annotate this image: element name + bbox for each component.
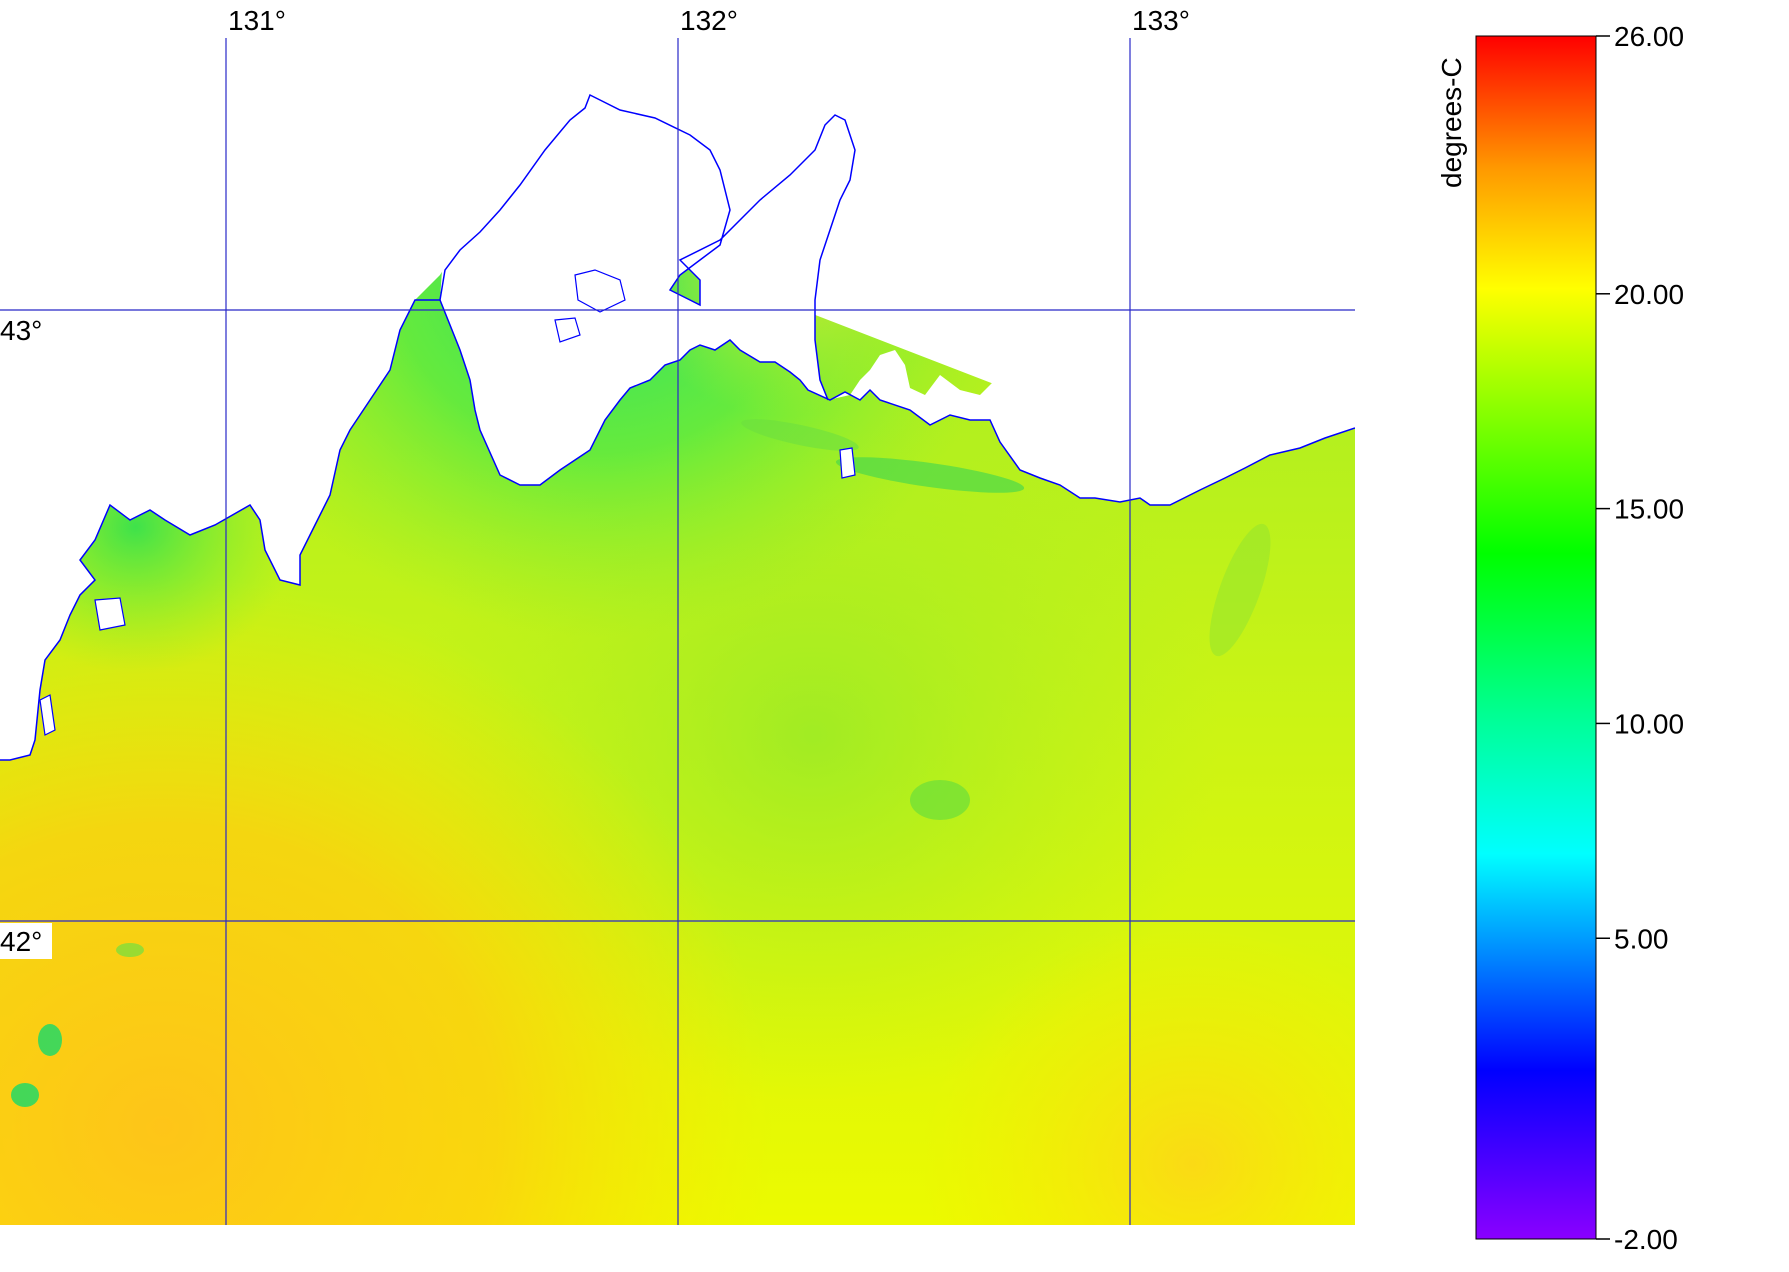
lon-label-133: 133° (1132, 5, 1190, 36)
colorbar: degrees-C 26.00 20.00 15.00 10.00 5.00 -2.00 (1436, 21, 1684, 1255)
colorbar-ticks: 26.00 20.00 15.00 10.00 5.00 -2.00 (1596, 21, 1684, 1255)
colorbar-tick-label: 26.00 (1614, 21, 1684, 52)
colorbar-unit-label: degrees-C (1436, 57, 1467, 188)
coastline (439, 299, 1355, 506)
colorbar-tick-label: -2.00 (1614, 1224, 1678, 1255)
lon-label-132: 132° (680, 5, 738, 36)
colorbar-tick-label: 15.00 (1614, 494, 1684, 525)
colorbar-tick-label: 20.00 (1614, 279, 1684, 310)
coast-peninsula (440, 0, 600, 300)
lat-label-43: 43° (0, 315, 42, 346)
colorbar-tick-label: 5.00 (1614, 923, 1669, 954)
graticule (0, 0, 1355, 1225)
lat-label-42: 42° (0, 926, 42, 957)
colorbar-ramp (1475, 35, 1597, 1240)
west-coast-land (0, 0, 460, 760)
colorbar-tick-label: 10.00 (1614, 708, 1684, 739)
map-panel (0, 0, 1355, 1225)
lon-label-131: 131° (228, 5, 286, 36)
